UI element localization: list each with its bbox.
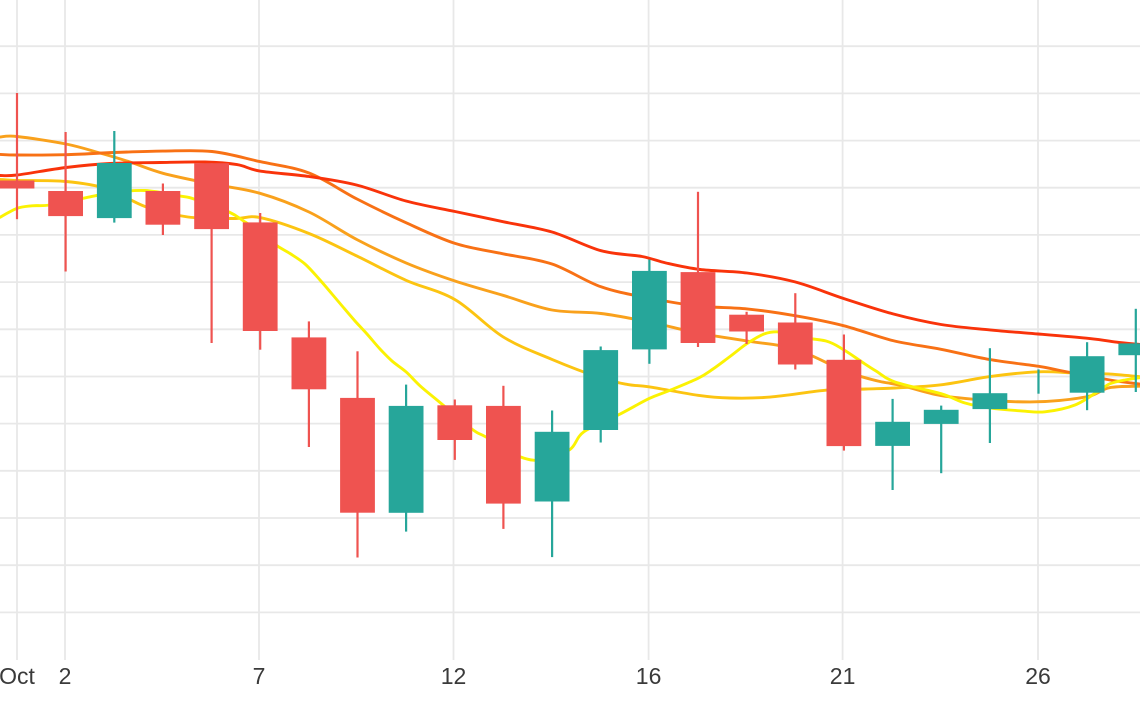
svg-text:2: 2 bbox=[59, 663, 72, 689]
svg-text:26: 26 bbox=[1025, 663, 1051, 689]
svg-text:Oct: Oct bbox=[0, 663, 35, 689]
svg-text:7: 7 bbox=[253, 663, 266, 689]
svg-text:16: 16 bbox=[636, 663, 662, 689]
svg-text:21: 21 bbox=[830, 663, 856, 689]
svg-text:12: 12 bbox=[441, 663, 467, 689]
